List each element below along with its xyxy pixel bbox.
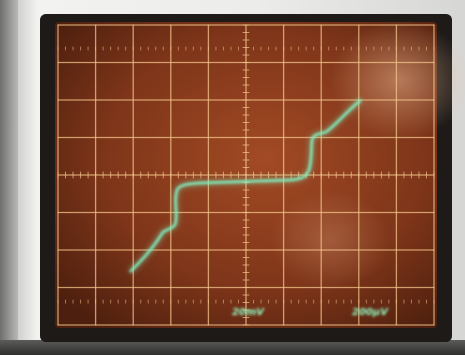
bottom-shadow xyxy=(0,340,465,355)
signal-trace xyxy=(127,97,363,275)
horizontal-scale-label: 200μV xyxy=(352,307,389,318)
graticule-grid xyxy=(57,24,435,326)
vertical-scale-label: 20mV xyxy=(232,307,265,318)
light-flare-lower xyxy=(270,190,390,290)
light-flare xyxy=(330,20,465,140)
left-shadow xyxy=(0,0,18,355)
